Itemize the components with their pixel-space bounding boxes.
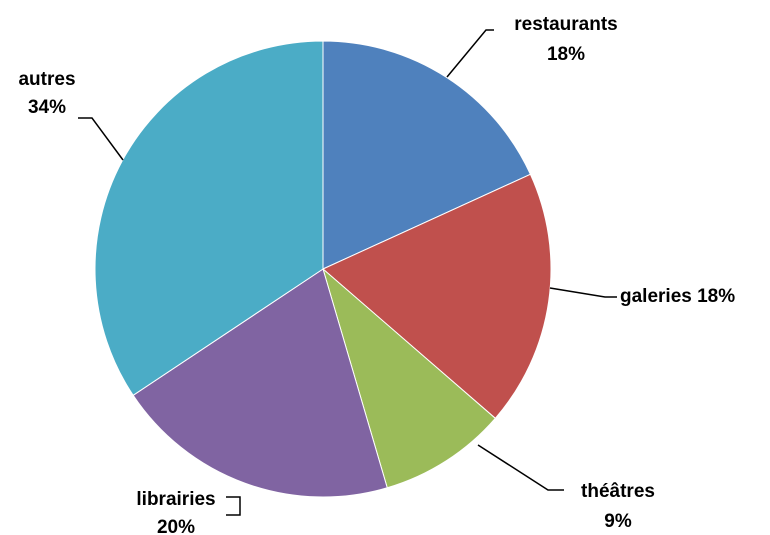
pie-slice-librairies bbox=[132, 268, 388, 498]
leader-lines bbox=[78, 29, 617, 516]
leader-line bbox=[549, 287, 617, 298]
pie-slice-galeries bbox=[322, 173, 552, 420]
data-labels: restaurants 18% galeries 18% théâtres 9% libr… bbox=[18, 14, 735, 535]
leader-line bbox=[446, 29, 494, 78]
data-label-percent: 18% bbox=[547, 44, 585, 65]
data-label-percent: 20% bbox=[157, 517, 195, 535]
leader-line bbox=[477, 444, 564, 491]
pie-slices bbox=[94, 40, 552, 498]
pie-slice-th--tres bbox=[322, 267, 497, 489]
data-label-category: galeries 18% bbox=[620, 286, 735, 307]
data-label-category: théâtres bbox=[581, 481, 655, 502]
data-label-percent: 34% bbox=[28, 97, 66, 118]
leader-line bbox=[78, 117, 124, 161]
data-label-category: librairies bbox=[136, 489, 215, 510]
data-label-category: restaurants bbox=[514, 14, 618, 35]
data-label-category: autres bbox=[18, 69, 75, 90]
pie-slice-restaurants bbox=[322, 40, 532, 270]
data-label-percent: 9% bbox=[604, 511, 632, 532]
pie-slice-autres bbox=[94, 40, 324, 396]
leader-line bbox=[226, 496, 241, 516]
